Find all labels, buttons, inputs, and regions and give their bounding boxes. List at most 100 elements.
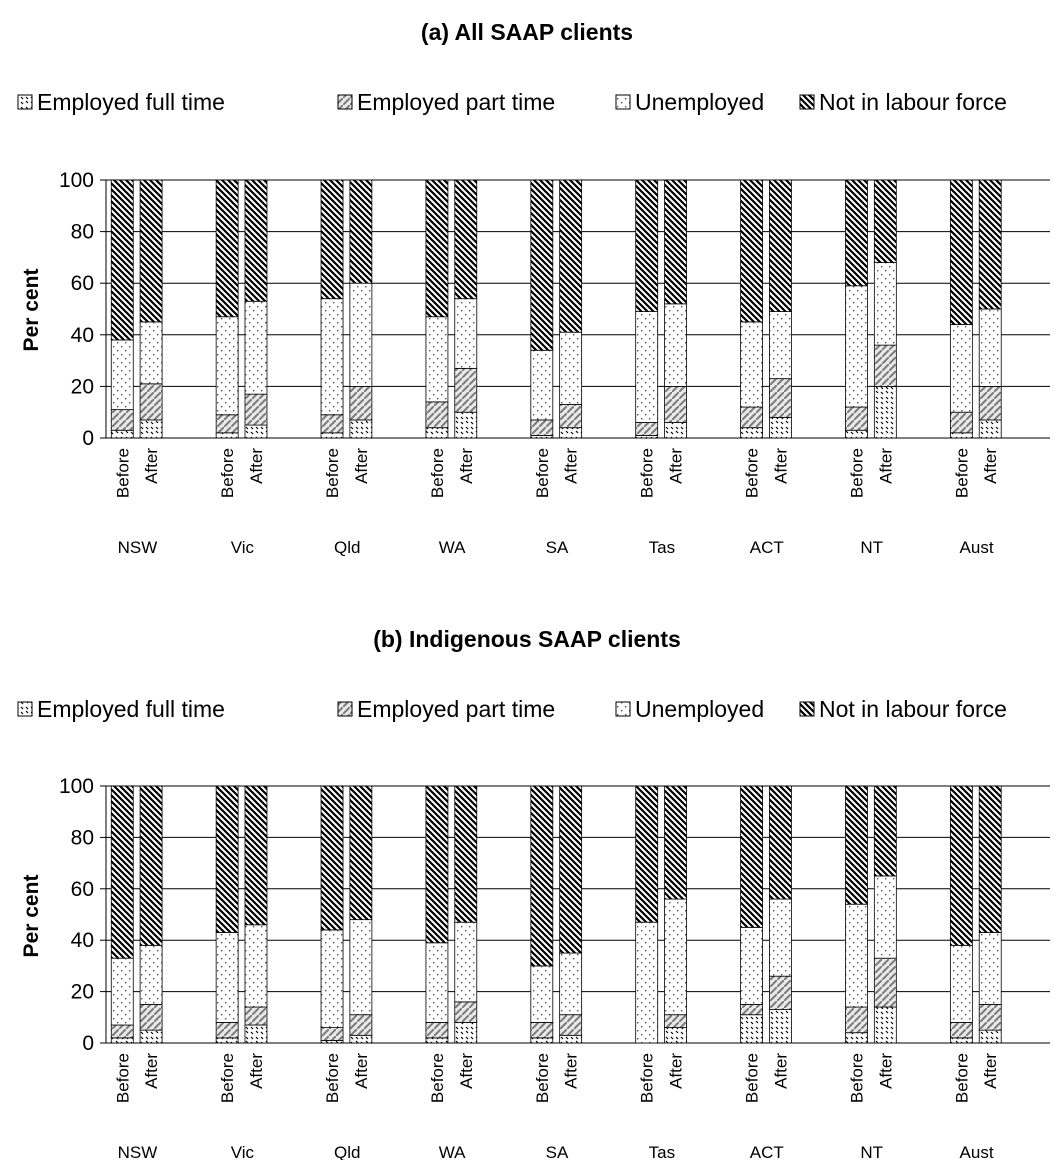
- x-tick-label-before: Before: [847, 448, 866, 498]
- x-tick-label-before: Before: [533, 448, 552, 498]
- bar-segment-wa-before-unemployed: [425, 316, 449, 403]
- bar-segment-tas-before-unemployed: [635, 921, 659, 1044]
- legend-swatch: [337, 701, 353, 717]
- bar-group-wa: Before After WA: [425, 785, 478, 1160]
- x-tick-label-before: Before: [218, 1053, 237, 1103]
- bar-segment-qld-after-unemployed: [349, 919, 373, 1016]
- x-tick-label-after: After: [981, 1053, 1000, 1089]
- legend-swatch: [17, 94, 33, 110]
- chart-title: (a) All SAAP clients: [421, 19, 633, 45]
- bar-segment-act-after-employed-part-time: [769, 378, 792, 418]
- group-label-sa: SA: [546, 1143, 569, 1160]
- bar-segment-nsw-after-not-in-labour-force: [139, 785, 163, 946]
- bar-segment-vic-after-employed-full-time: [244, 424, 268, 439]
- bar-segment-sa-after-not-in-labour-force: [559, 179, 583, 333]
- bar-segment-nsw-after-employed-full-time: [139, 419, 163, 439]
- bar-segment-sa-before-unemployed: [530, 965, 554, 1023]
- bar-segment-aust-after-employed-part-time: [978, 1004, 1002, 1031]
- bar-group-nsw: Before After NSW: [110, 179, 163, 557]
- bar-group-wa: Before After WA: [425, 179, 478, 557]
- bar-segment-sa-before-not-in-labour-force: [530, 785, 554, 967]
- x-tick-label-after: After: [771, 1053, 790, 1089]
- bar-segment-nsw-before-employed-full-time: [110, 1037, 134, 1044]
- bar-segment-wa-after-unemployed: [454, 921, 478, 1003]
- group-label-nsw: NSW: [118, 1143, 158, 1160]
- bar-segment-vic-before-unemployed: [215, 316, 239, 416]
- bar-segment-nt-after-employed-part-time: [873, 344, 897, 387]
- legend-item-not-in-labour-force: Not in labour force: [799, 89, 1007, 115]
- x-tick-label-before: Before: [638, 448, 657, 498]
- y-tick-label: 80: [71, 221, 94, 244]
- bar-segment-act-after-unemployed: [769, 311, 792, 380]
- bar-group-tas: Before After Tas: [635, 179, 687, 557]
- bar-segment-tas-after-unemployed: [664, 303, 687, 387]
- bar-segment-sa-after-unemployed: [559, 952, 583, 1016]
- bar-segment-vic-after-employed-part-time: [244, 1006, 268, 1026]
- x-tick-label-after: After: [352, 448, 371, 484]
- bar-group-sa: Before After SA: [530, 179, 583, 557]
- bar-group-nsw: Before After NSW: [110, 785, 163, 1160]
- bar-segment-aust-before-employed-full-time: [949, 1037, 973, 1044]
- x-tick-label-before: Before: [218, 448, 237, 498]
- bar-segment-vic-after-employed-part-time: [244, 393, 268, 426]
- bar-segment-sa-after-employed-full-time: [559, 1034, 583, 1044]
- x-tick-label-before: Before: [113, 1053, 132, 1103]
- legend-swatch: [615, 701, 631, 717]
- x-tick-label-after: After: [562, 448, 581, 484]
- legend-swatch: [799, 94, 815, 110]
- bar-segment-wa-after-unemployed: [454, 298, 478, 369]
- bar-segment-nt-after-not-in-labour-force: [873, 179, 897, 263]
- bar-segment-act-after-not-in-labour-force: [769, 179, 792, 312]
- bar-segment-qld-after-unemployed: [349, 282, 373, 387]
- legend-item-employed-part-time: Employed part time: [337, 89, 555, 115]
- bar-segment-qld-before-employed-part-time: [320, 414, 344, 434]
- bar-segment-tas-before-not-in-labour-force: [635, 785, 659, 923]
- x-tick-label-after: After: [562, 1053, 581, 1089]
- bar-segment-nt-after-unemployed: [873, 262, 897, 346]
- bar-group-act: Before After ACT: [740, 179, 792, 557]
- bar-segment-wa-before-employed-full-time: [425, 427, 449, 439]
- bar-group-vic: Before After Vic: [215, 179, 268, 557]
- bar-segment-wa-after-employed-full-time: [454, 1022, 478, 1044]
- bar-segment-tas-after-employed-full-time: [664, 422, 687, 439]
- plot-area: 0 20 40 60 80 100 Before After NSW Before After Vic…: [59, 169, 1050, 557]
- bar-segment-nt-after-employed-full-time: [873, 385, 897, 439]
- x-tick-label-after: After: [142, 1053, 161, 1089]
- group-label-nsw: NSW: [118, 538, 158, 557]
- x-tick-label-before: Before: [743, 448, 762, 498]
- bar-segment-aust-before-employed-part-time: [949, 1022, 973, 1039]
- legend-label: Employed part time: [357, 89, 555, 115]
- bar-segment-act-before-not-in-labour-force: [740, 179, 763, 323]
- bar-segment-tas-after-employed-part-time: [664, 1014, 687, 1028]
- group-label-tas: Tas: [649, 1143, 675, 1160]
- bar-segment-tas-after-unemployed: [664, 898, 687, 1016]
- legend-item-employed-full-time: Employed full time: [17, 89, 225, 115]
- x-tick-label-before: Before: [533, 1053, 552, 1103]
- plot-area: 0 20 40 60 80 100 Before After NSW Before After Vic…: [59, 775, 1050, 1160]
- legend-label: Unemployed: [635, 89, 764, 115]
- bar-segment-vic-after-employed-full-time: [244, 1024, 268, 1044]
- bar-segment-aust-before-employed-full-time: [949, 432, 973, 439]
- bar-segment-nsw-after-employed-full-time: [139, 1029, 163, 1044]
- y-tick-label: 40: [71, 929, 94, 952]
- bar-group-act: Before After ACT: [740, 785, 792, 1160]
- bar-segment-nt-before-not-in-labour-force: [845, 785, 868, 905]
- bar-segment-aust-after-employed-part-time: [978, 385, 1002, 421]
- bar-group-sa: Before After SA: [530, 785, 583, 1160]
- bar-segment-nsw-after-not-in-labour-force: [139, 179, 163, 323]
- legend-swatch: [615, 94, 631, 110]
- y-tick-label: 40: [71, 324, 94, 347]
- bar-segment-tas-after-employed-full-time: [664, 1027, 687, 1044]
- bar-segment-act-before-employed-part-time: [740, 406, 763, 429]
- bar-segment-nsw-before-not-in-labour-force: [110, 179, 134, 341]
- group-label-act: ACT: [750, 538, 784, 557]
- bar-segment-wa-before-employed-full-time: [425, 1037, 449, 1044]
- x-tick-label-before: Before: [323, 1053, 342, 1103]
- bar-segment-act-before-unemployed: [740, 321, 763, 408]
- x-tick-label-before: Before: [847, 1053, 866, 1103]
- x-tick-label-after: After: [457, 1053, 476, 1089]
- x-tick-label-after: After: [457, 448, 476, 484]
- legend-swatch: [337, 94, 353, 110]
- bar-segment-sa-after-unemployed: [559, 331, 583, 405]
- y-tick-label: 100: [59, 169, 94, 192]
